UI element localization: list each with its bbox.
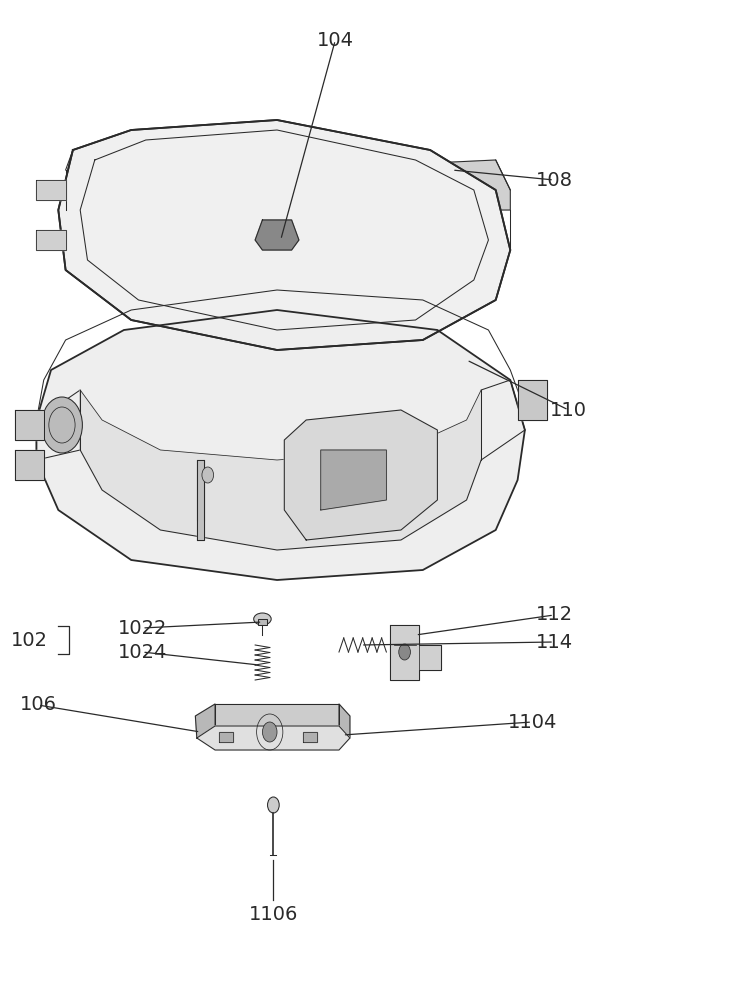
Polygon shape	[390, 625, 441, 680]
Text: 108: 108	[536, 170, 572, 190]
Polygon shape	[195, 704, 215, 738]
Polygon shape	[197, 726, 350, 750]
Bar	[258, 619, 267, 625]
Polygon shape	[219, 732, 233, 742]
Polygon shape	[36, 390, 80, 460]
Text: 1106: 1106	[249, 906, 298, 924]
Text: 1024: 1024	[117, 643, 167, 662]
Polygon shape	[339, 704, 350, 738]
Polygon shape	[36, 180, 66, 200]
Polygon shape	[303, 732, 317, 742]
Polygon shape	[215, 704, 339, 726]
Text: 110: 110	[550, 400, 587, 420]
Polygon shape	[66, 160, 510, 210]
Circle shape	[42, 397, 82, 453]
Polygon shape	[58, 120, 510, 350]
Ellipse shape	[254, 613, 271, 625]
Text: 112: 112	[536, 605, 572, 624]
Polygon shape	[58, 120, 510, 350]
Polygon shape	[255, 220, 299, 250]
Circle shape	[268, 797, 279, 813]
Polygon shape	[15, 450, 44, 480]
Polygon shape	[36, 230, 66, 250]
Circle shape	[202, 467, 214, 483]
Polygon shape	[321, 450, 386, 510]
Polygon shape	[481, 380, 525, 460]
Text: 1022: 1022	[117, 618, 167, 638]
Text: 102: 102	[11, 631, 47, 650]
Polygon shape	[518, 380, 547, 420]
Polygon shape	[80, 390, 481, 550]
Circle shape	[399, 644, 410, 660]
Text: 104: 104	[317, 30, 354, 49]
Text: 106: 106	[20, 696, 56, 714]
Polygon shape	[36, 310, 525, 580]
Text: 1104: 1104	[507, 712, 557, 732]
Polygon shape	[15, 410, 44, 440]
Text: 114: 114	[536, 633, 572, 652]
Polygon shape	[284, 410, 437, 540]
Circle shape	[262, 722, 277, 742]
Polygon shape	[197, 460, 204, 540]
